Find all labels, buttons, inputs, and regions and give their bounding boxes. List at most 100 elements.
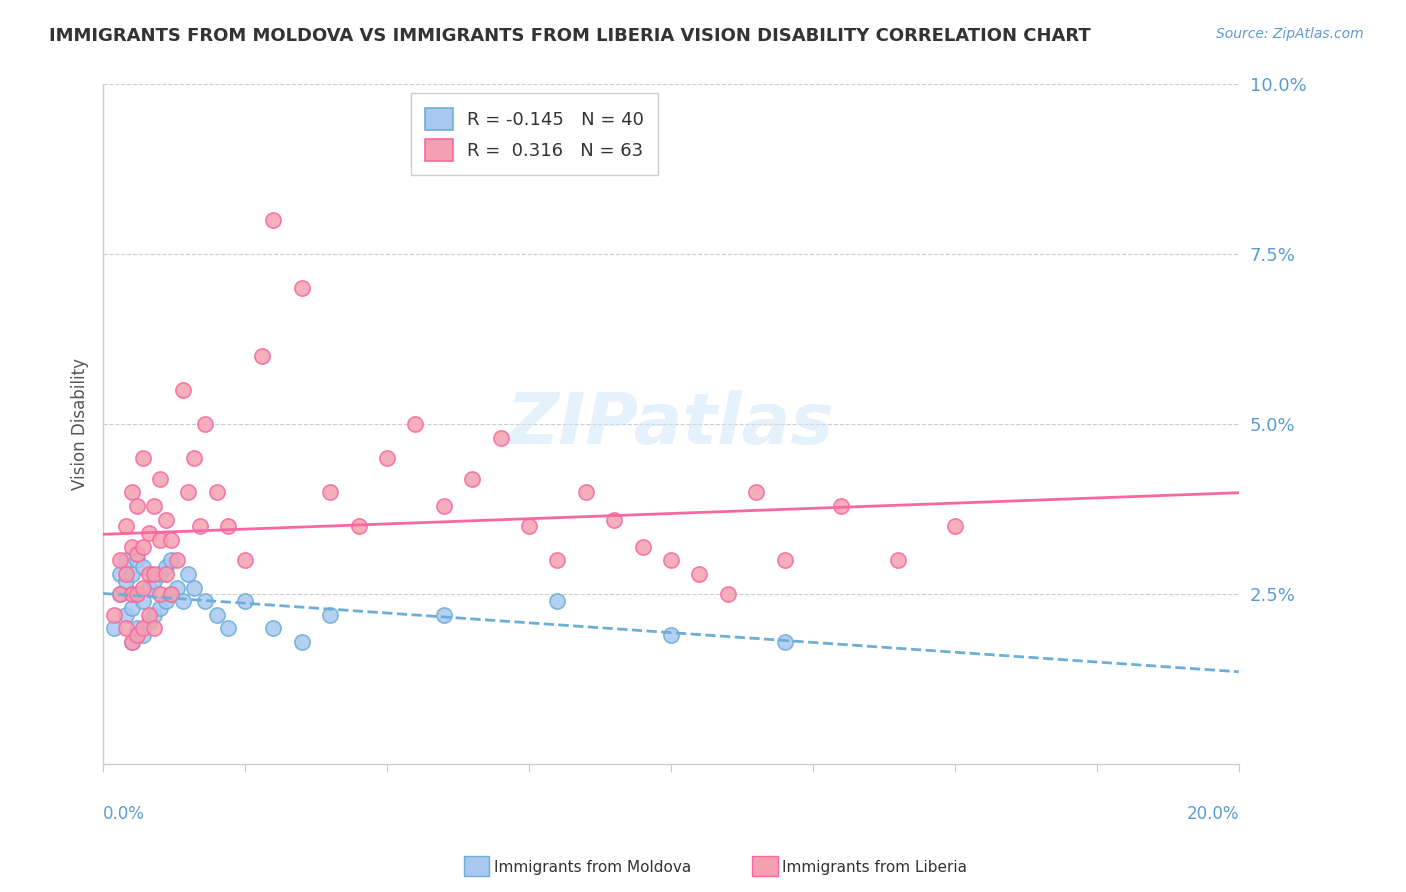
Point xyxy=(172,594,194,608)
Point xyxy=(717,587,740,601)
Point xyxy=(132,581,155,595)
Point xyxy=(659,628,682,642)
Point xyxy=(291,635,314,649)
Point xyxy=(291,281,314,295)
Point xyxy=(132,594,155,608)
Point xyxy=(127,587,149,601)
Point xyxy=(121,485,143,500)
Point xyxy=(115,553,138,567)
Point xyxy=(115,574,138,588)
Point xyxy=(183,581,205,595)
Point xyxy=(115,607,138,622)
Point xyxy=(575,485,598,500)
Point xyxy=(138,615,160,629)
Point xyxy=(205,485,228,500)
Point xyxy=(263,621,285,635)
Text: IMMIGRANTS FROM MOLDOVA VS IMMIGRANTS FROM LIBERIA VISION DISABILITY CORRELATION: IMMIGRANTS FROM MOLDOVA VS IMMIGRANTS FR… xyxy=(49,27,1091,45)
Point xyxy=(132,451,155,466)
Point xyxy=(166,581,188,595)
Point xyxy=(489,431,512,445)
Point xyxy=(155,560,177,574)
Point xyxy=(631,540,654,554)
Text: ZIPatlas: ZIPatlas xyxy=(508,390,835,458)
Y-axis label: Vision Disability: Vision Disability xyxy=(72,359,89,491)
Point xyxy=(127,547,149,561)
Point xyxy=(773,635,796,649)
Point xyxy=(546,594,568,608)
Text: 20.0%: 20.0% xyxy=(1187,805,1239,823)
Point xyxy=(108,553,131,567)
Point xyxy=(773,553,796,567)
Point xyxy=(233,553,256,567)
Point xyxy=(233,594,256,608)
Point xyxy=(149,587,172,601)
Point xyxy=(121,587,143,601)
Point xyxy=(121,540,143,554)
Point xyxy=(138,566,160,581)
Point xyxy=(143,499,166,513)
Point xyxy=(155,566,177,581)
Point xyxy=(177,485,200,500)
Point xyxy=(217,519,239,533)
Point xyxy=(603,512,626,526)
Point xyxy=(132,560,155,574)
Point xyxy=(121,635,143,649)
Point xyxy=(121,635,143,649)
Point xyxy=(143,574,166,588)
Point xyxy=(177,566,200,581)
Point xyxy=(132,540,155,554)
Point xyxy=(132,621,155,635)
Text: Immigrants from Liberia: Immigrants from Liberia xyxy=(782,860,967,874)
Point xyxy=(188,519,211,533)
Point xyxy=(138,581,160,595)
Point xyxy=(127,628,149,642)
Point xyxy=(143,621,166,635)
Point xyxy=(172,384,194,398)
Point xyxy=(149,601,172,615)
Point xyxy=(138,607,160,622)
Text: Source: ZipAtlas.com: Source: ZipAtlas.com xyxy=(1216,27,1364,41)
Point xyxy=(433,499,456,513)
Point xyxy=(127,553,149,567)
Point xyxy=(143,607,166,622)
Point xyxy=(138,526,160,541)
Point xyxy=(160,587,183,601)
Point xyxy=(546,553,568,567)
Point xyxy=(115,621,138,635)
Point xyxy=(263,213,285,227)
Point xyxy=(149,472,172,486)
Point xyxy=(194,417,217,432)
Point xyxy=(108,587,131,601)
Legend: R = -0.145   N = 40, R =  0.316   N = 63: R = -0.145 N = 40, R = 0.316 N = 63 xyxy=(411,94,658,176)
Point xyxy=(250,350,273,364)
Point xyxy=(121,566,143,581)
Point xyxy=(108,587,131,601)
Point xyxy=(183,451,205,466)
Point xyxy=(659,553,682,567)
Point xyxy=(103,607,125,622)
Point xyxy=(160,553,183,567)
Point xyxy=(160,587,183,601)
Point xyxy=(461,472,484,486)
Point xyxy=(217,621,239,635)
Point xyxy=(205,607,228,622)
Text: 0.0%: 0.0% xyxy=(103,805,145,823)
Point xyxy=(127,587,149,601)
Point xyxy=(319,485,342,500)
Point xyxy=(103,621,125,635)
Point xyxy=(160,533,183,547)
Point xyxy=(517,519,540,533)
Point xyxy=(149,566,172,581)
Point xyxy=(149,533,172,547)
Point xyxy=(115,519,138,533)
Point xyxy=(155,594,177,608)
Point xyxy=(155,512,177,526)
Point xyxy=(127,499,149,513)
Point xyxy=(121,601,143,615)
Point xyxy=(347,519,370,533)
Point xyxy=(943,519,966,533)
Point xyxy=(688,566,710,581)
Point xyxy=(108,566,131,581)
Point xyxy=(115,566,138,581)
Text: Immigrants from Moldova: Immigrants from Moldova xyxy=(494,860,690,874)
